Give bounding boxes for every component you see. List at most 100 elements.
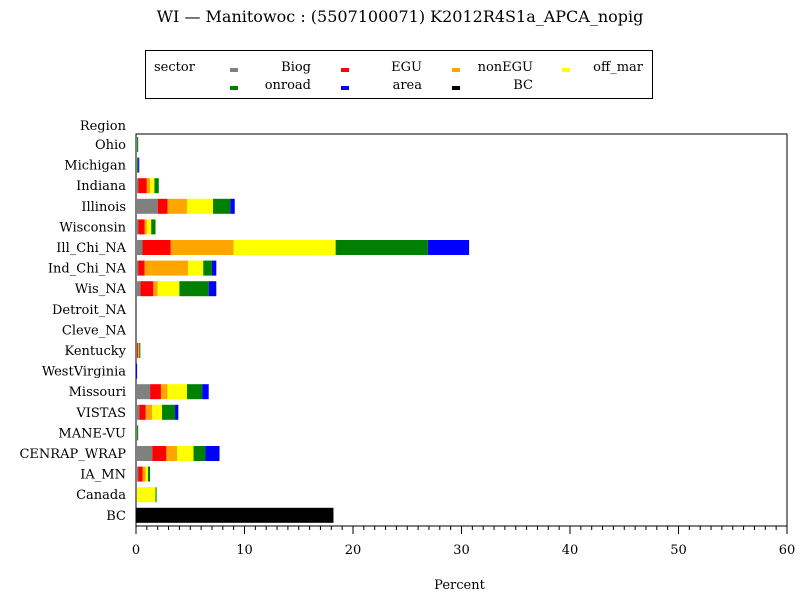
category-label: VISTAS [75, 406, 126, 421]
category-label: Detroit_NA [52, 303, 127, 318]
bar-segment [136, 363, 138, 379]
bar-segment [213, 198, 231, 214]
legend-label: area [392, 78, 422, 93]
bar-segment [136, 343, 138, 358]
bar-segment [150, 178, 155, 194]
bar-segment [211, 260, 217, 276]
bar-segment [137, 487, 156, 503]
bar-segment [142, 466, 146, 482]
category-label: Ind_Chi_NA [48, 262, 127, 277]
bar-segment [144, 219, 147, 235]
bar-segment [136, 219, 139, 235]
category-label: BC [106, 509, 126, 524]
bar-segment [175, 404, 179, 420]
bar-segment [193, 446, 206, 461]
category-label: Ohio [95, 138, 126, 153]
bar-segment [136, 404, 140, 420]
x-tick-label: 60 [779, 543, 796, 558]
bar-segment [205, 446, 220, 461]
bar-segment [136, 260, 139, 276]
bar-segment [160, 384, 168, 400]
bar-segment [153, 281, 158, 297]
bar-segment [157, 198, 168, 214]
bar-segment [335, 240, 428, 255]
bar-segment [145, 404, 153, 420]
bar-segment [136, 281, 141, 297]
bar-segment [202, 384, 209, 400]
bar-segment [146, 178, 151, 194]
legend-label: BC [513, 78, 533, 93]
legend-label: EGU [391, 60, 422, 75]
bar-segment [140, 281, 154, 297]
x-axis-label: Percent [434, 578, 485, 593]
bar-segment [152, 446, 167, 461]
bar-segment [137, 425, 139, 441]
bar-segment [233, 240, 336, 255]
bar-segment [203, 260, 212, 276]
bar-segment [151, 219, 156, 235]
bar-segment [138, 260, 145, 276]
category-label: Cleve_NA [62, 323, 127, 338]
plot-frame [135, 133, 788, 527]
bar-segment [142, 240, 171, 255]
bar-segment [157, 281, 180, 297]
legend-swatch [230, 68, 238, 72]
bar-segment [177, 446, 194, 461]
x-tick-label: 0 [132, 543, 140, 558]
bar-segment [136, 157, 138, 173]
legend-swatch [452, 68, 460, 72]
bar-segment [138, 157, 140, 173]
x-tick-label: 40 [562, 543, 579, 558]
bar-segment [136, 198, 158, 214]
category-label: Kentucky [64, 344, 126, 359]
category-label: Missouri [69, 385, 126, 400]
bar-segment [167, 198, 187, 214]
bar-segment [230, 198, 235, 214]
bar-segment [188, 260, 204, 276]
bar-segment [179, 281, 209, 297]
bar-segment [136, 446, 153, 461]
category-label: CENRAP_WRAP [19, 447, 126, 462]
bar-segment [186, 198, 214, 214]
x-tick-label: 30 [453, 543, 470, 558]
bar-segment [152, 404, 163, 420]
legend: sector Biog EGU nonEGU off_mar onroad area BC [145, 50, 653, 99]
legend-label: off_mar [593, 60, 643, 75]
bar-segment [138, 466, 143, 482]
bar-segment [137, 157, 139, 173]
x-tick-label: 10 [236, 543, 253, 558]
legend-label: nonEGU [477, 60, 533, 75]
bar-segment [139, 404, 146, 420]
legend-label: onroad [264, 78, 311, 93]
bar-segment [136, 466, 139, 482]
bar-segment [144, 260, 189, 276]
category-label: MANE-VU [58, 426, 126, 441]
bar-segment [136, 178, 139, 194]
bar-segment [136, 240, 143, 255]
legend-swatch [341, 86, 349, 90]
category-label: Indiana [76, 179, 126, 194]
legend-title: sector [154, 60, 195, 75]
category-label: Wis_NA [75, 282, 127, 297]
legend-swatch [230, 86, 238, 90]
bar-segment [138, 343, 140, 358]
bar-segment [147, 466, 151, 482]
legend-swatch [452, 86, 460, 90]
bar-segment [170, 240, 234, 255]
bar-segment [150, 384, 161, 400]
bar-segment [208, 281, 217, 297]
category-label: Canada [76, 488, 126, 503]
category-label: Wisconsin [59, 220, 126, 235]
bar-segment [162, 404, 176, 420]
category-label: Michigan [64, 159, 126, 174]
x-tick-label: 20 [345, 543, 362, 558]
bar-segment [137, 343, 139, 358]
y-axis-label: Region [80, 119, 127, 134]
bar-segment [155, 487, 157, 503]
bar-segment [166, 446, 178, 461]
category-label: IA_MN [80, 468, 126, 483]
bar-segment [146, 219, 152, 235]
bar-segment [136, 384, 151, 400]
bar-segment [136, 137, 138, 152]
bar-segment [138, 178, 147, 194]
